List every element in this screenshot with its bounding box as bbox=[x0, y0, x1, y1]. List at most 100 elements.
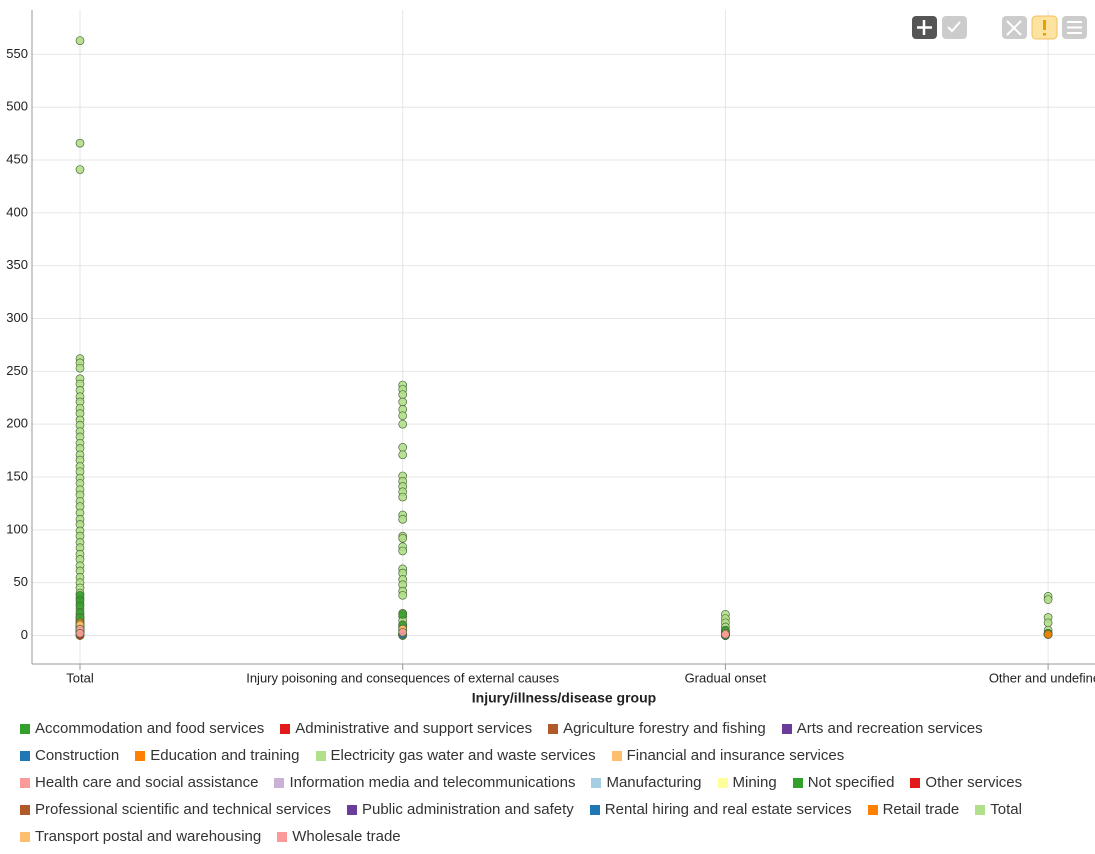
legend-label: Education and training bbox=[150, 747, 300, 764]
y-tick-label: 500 bbox=[6, 99, 28, 114]
y-tick-label: 0 bbox=[21, 627, 28, 642]
legend-item[interactable]: Administrative and support services bbox=[280, 719, 532, 738]
legend-swatch bbox=[20, 723, 30, 734]
y-tick-label: 150 bbox=[6, 468, 28, 483]
legend-item[interactable]: Information media and telecommunications bbox=[274, 773, 575, 792]
legend-item[interactable]: Not specified bbox=[792, 773, 895, 792]
point bbox=[398, 419, 408, 429]
legend-item[interactable]: Accommodation and food services bbox=[20, 719, 264, 738]
legend-item[interactable]: Public administration and safety bbox=[346, 800, 574, 819]
y-tick-label: 50 bbox=[14, 574, 28, 589]
legend-label: Public administration and safety bbox=[361, 801, 574, 818]
point bbox=[75, 36, 85, 45]
point bbox=[398, 450, 408, 460]
legend-label: Arts and recreation services bbox=[796, 720, 983, 737]
point bbox=[398, 492, 408, 502]
y-tick-label: 300 bbox=[6, 310, 28, 325]
point bbox=[398, 514, 408, 524]
legend-label: Retail trade bbox=[882, 801, 960, 818]
legend-item[interactable]: Manufacturing bbox=[591, 773, 702, 792]
legend-label: Transport postal and warehousing bbox=[35, 828, 262, 845]
legend-item[interactable]: Electricity gas water and waste services bbox=[315, 746, 596, 765]
legend-item[interactable]: Rental hiring and real estate services bbox=[589, 800, 852, 819]
legend-item[interactable]: Transport postal and warehousing bbox=[20, 827, 261, 846]
point bbox=[398, 627, 408, 637]
legend-item[interactable]: Arts and recreation services bbox=[781, 719, 983, 738]
legend-item[interactable]: Financial and insurance services bbox=[611, 746, 845, 765]
legend-swatch bbox=[591, 777, 602, 788]
y-tick-label: 350 bbox=[6, 257, 28, 272]
legend-item[interactable]: Agriculture forestry and fishing bbox=[548, 719, 766, 738]
legend-swatch bbox=[910, 777, 921, 788]
legend-item[interactable]: Construction bbox=[20, 746, 119, 765]
legend-swatch bbox=[346, 804, 357, 815]
legend-label: Rental hiring and real estate services bbox=[604, 801, 852, 818]
legend-item[interactable]: Other services bbox=[910, 773, 1022, 792]
legend-swatch bbox=[280, 723, 291, 734]
legend-label: Accommodation and food services bbox=[35, 720, 265, 737]
legend-item[interactable]: Education and training bbox=[135, 746, 300, 765]
page: {"chart_data": {"type": "scatter", "x_la… bbox=[6, 10, 1095, 845]
point bbox=[398, 590, 408, 600]
legend-swatch bbox=[315, 750, 326, 761]
y-tick-label: 100 bbox=[6, 521, 28, 536]
point bbox=[398, 609, 408, 619]
legend: Accommodation and food services Administr… bbox=[14, 719, 1095, 854]
legend-swatch bbox=[20, 750, 30, 761]
legend-swatch bbox=[274, 777, 285, 788]
legend-swatch bbox=[20, 804, 30, 815]
legend-label: Manufacturing bbox=[606, 774, 702, 791]
legend-swatch bbox=[135, 750, 146, 761]
x-tick-label: Other and undefined bbox=[989, 670, 1095, 685]
y-tick-label: 250 bbox=[6, 363, 28, 378]
legend-label: Other services bbox=[925, 774, 1023, 791]
point bbox=[398, 397, 408, 407]
legend-label: Mining bbox=[732, 774, 777, 791]
point bbox=[721, 630, 730, 639]
legend-label: Construction bbox=[35, 747, 120, 764]
legend-swatch bbox=[717, 777, 728, 788]
point bbox=[398, 390, 408, 399]
point bbox=[398, 546, 408, 556]
x-axis-title: Injury/illness/disease group bbox=[472, 690, 656, 706]
legend-swatch bbox=[975, 804, 986, 815]
chart: Injury/illness/disease group 0 50 100 150 20… bbox=[6, 10, 1095, 706]
legend-label: Total bbox=[990, 801, 1022, 818]
point bbox=[1043, 618, 1053, 628]
point bbox=[1043, 630, 1053, 639]
point bbox=[398, 533, 408, 543]
legend-swatch bbox=[20, 831, 30, 842]
point bbox=[398, 443, 408, 452]
point bbox=[75, 363, 85, 373]
x-tick-label: Total bbox=[66, 670, 94, 685]
legend-label: Agriculture forestry and fishing bbox=[563, 720, 766, 737]
legend-swatch bbox=[20, 777, 30, 788]
x-tick-label: Injury poisoning and consequences of ext… bbox=[246, 670, 559, 685]
legend-label: Not specified bbox=[807, 774, 895, 791]
legend-swatch bbox=[277, 831, 288, 842]
legend-label: Financial and insurance services bbox=[626, 747, 845, 764]
point bbox=[75, 138, 85, 148]
point bbox=[75, 629, 85, 638]
y-tick-label: 400 bbox=[6, 204, 28, 219]
legend-item[interactable]: Retail trade bbox=[867, 800, 960, 819]
legend-item[interactable]: Mining bbox=[717, 773, 777, 792]
toolbar bbox=[912, 15, 1087, 40]
legend-item[interactable]: Wholesale trade bbox=[277, 827, 401, 846]
legend-label: Wholesale trade bbox=[292, 828, 401, 845]
x-tick-label: Gradual onset bbox=[685, 670, 767, 685]
legend-swatch bbox=[589, 804, 600, 815]
legend-item[interactable]: Health care and social assistance bbox=[20, 773, 258, 792]
legend-swatch bbox=[548, 723, 559, 734]
legend-label: Professional scientific and technical se… bbox=[35, 801, 331, 818]
legend-item[interactable]: Total bbox=[975, 800, 1022, 819]
legend-swatch bbox=[867, 804, 878, 815]
legend-label: Administrative and support services bbox=[295, 720, 533, 737]
y-tick-label: 200 bbox=[6, 416, 28, 431]
legend-label: Electricity gas water and waste services bbox=[330, 747, 596, 764]
y-tick-label: 450 bbox=[6, 151, 28, 166]
point bbox=[1043, 595, 1053, 604]
legend-swatch bbox=[611, 750, 622, 761]
legend-item[interactable]: Professional scientific and technical se… bbox=[20, 800, 331, 819]
legend-label: Information media and telecommunications bbox=[289, 774, 576, 791]
